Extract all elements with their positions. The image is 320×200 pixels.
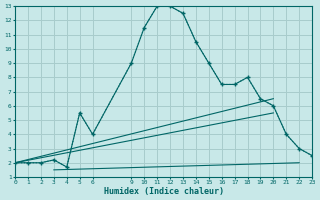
X-axis label: Humidex (Indice chaleur): Humidex (Indice chaleur) [104,187,224,196]
